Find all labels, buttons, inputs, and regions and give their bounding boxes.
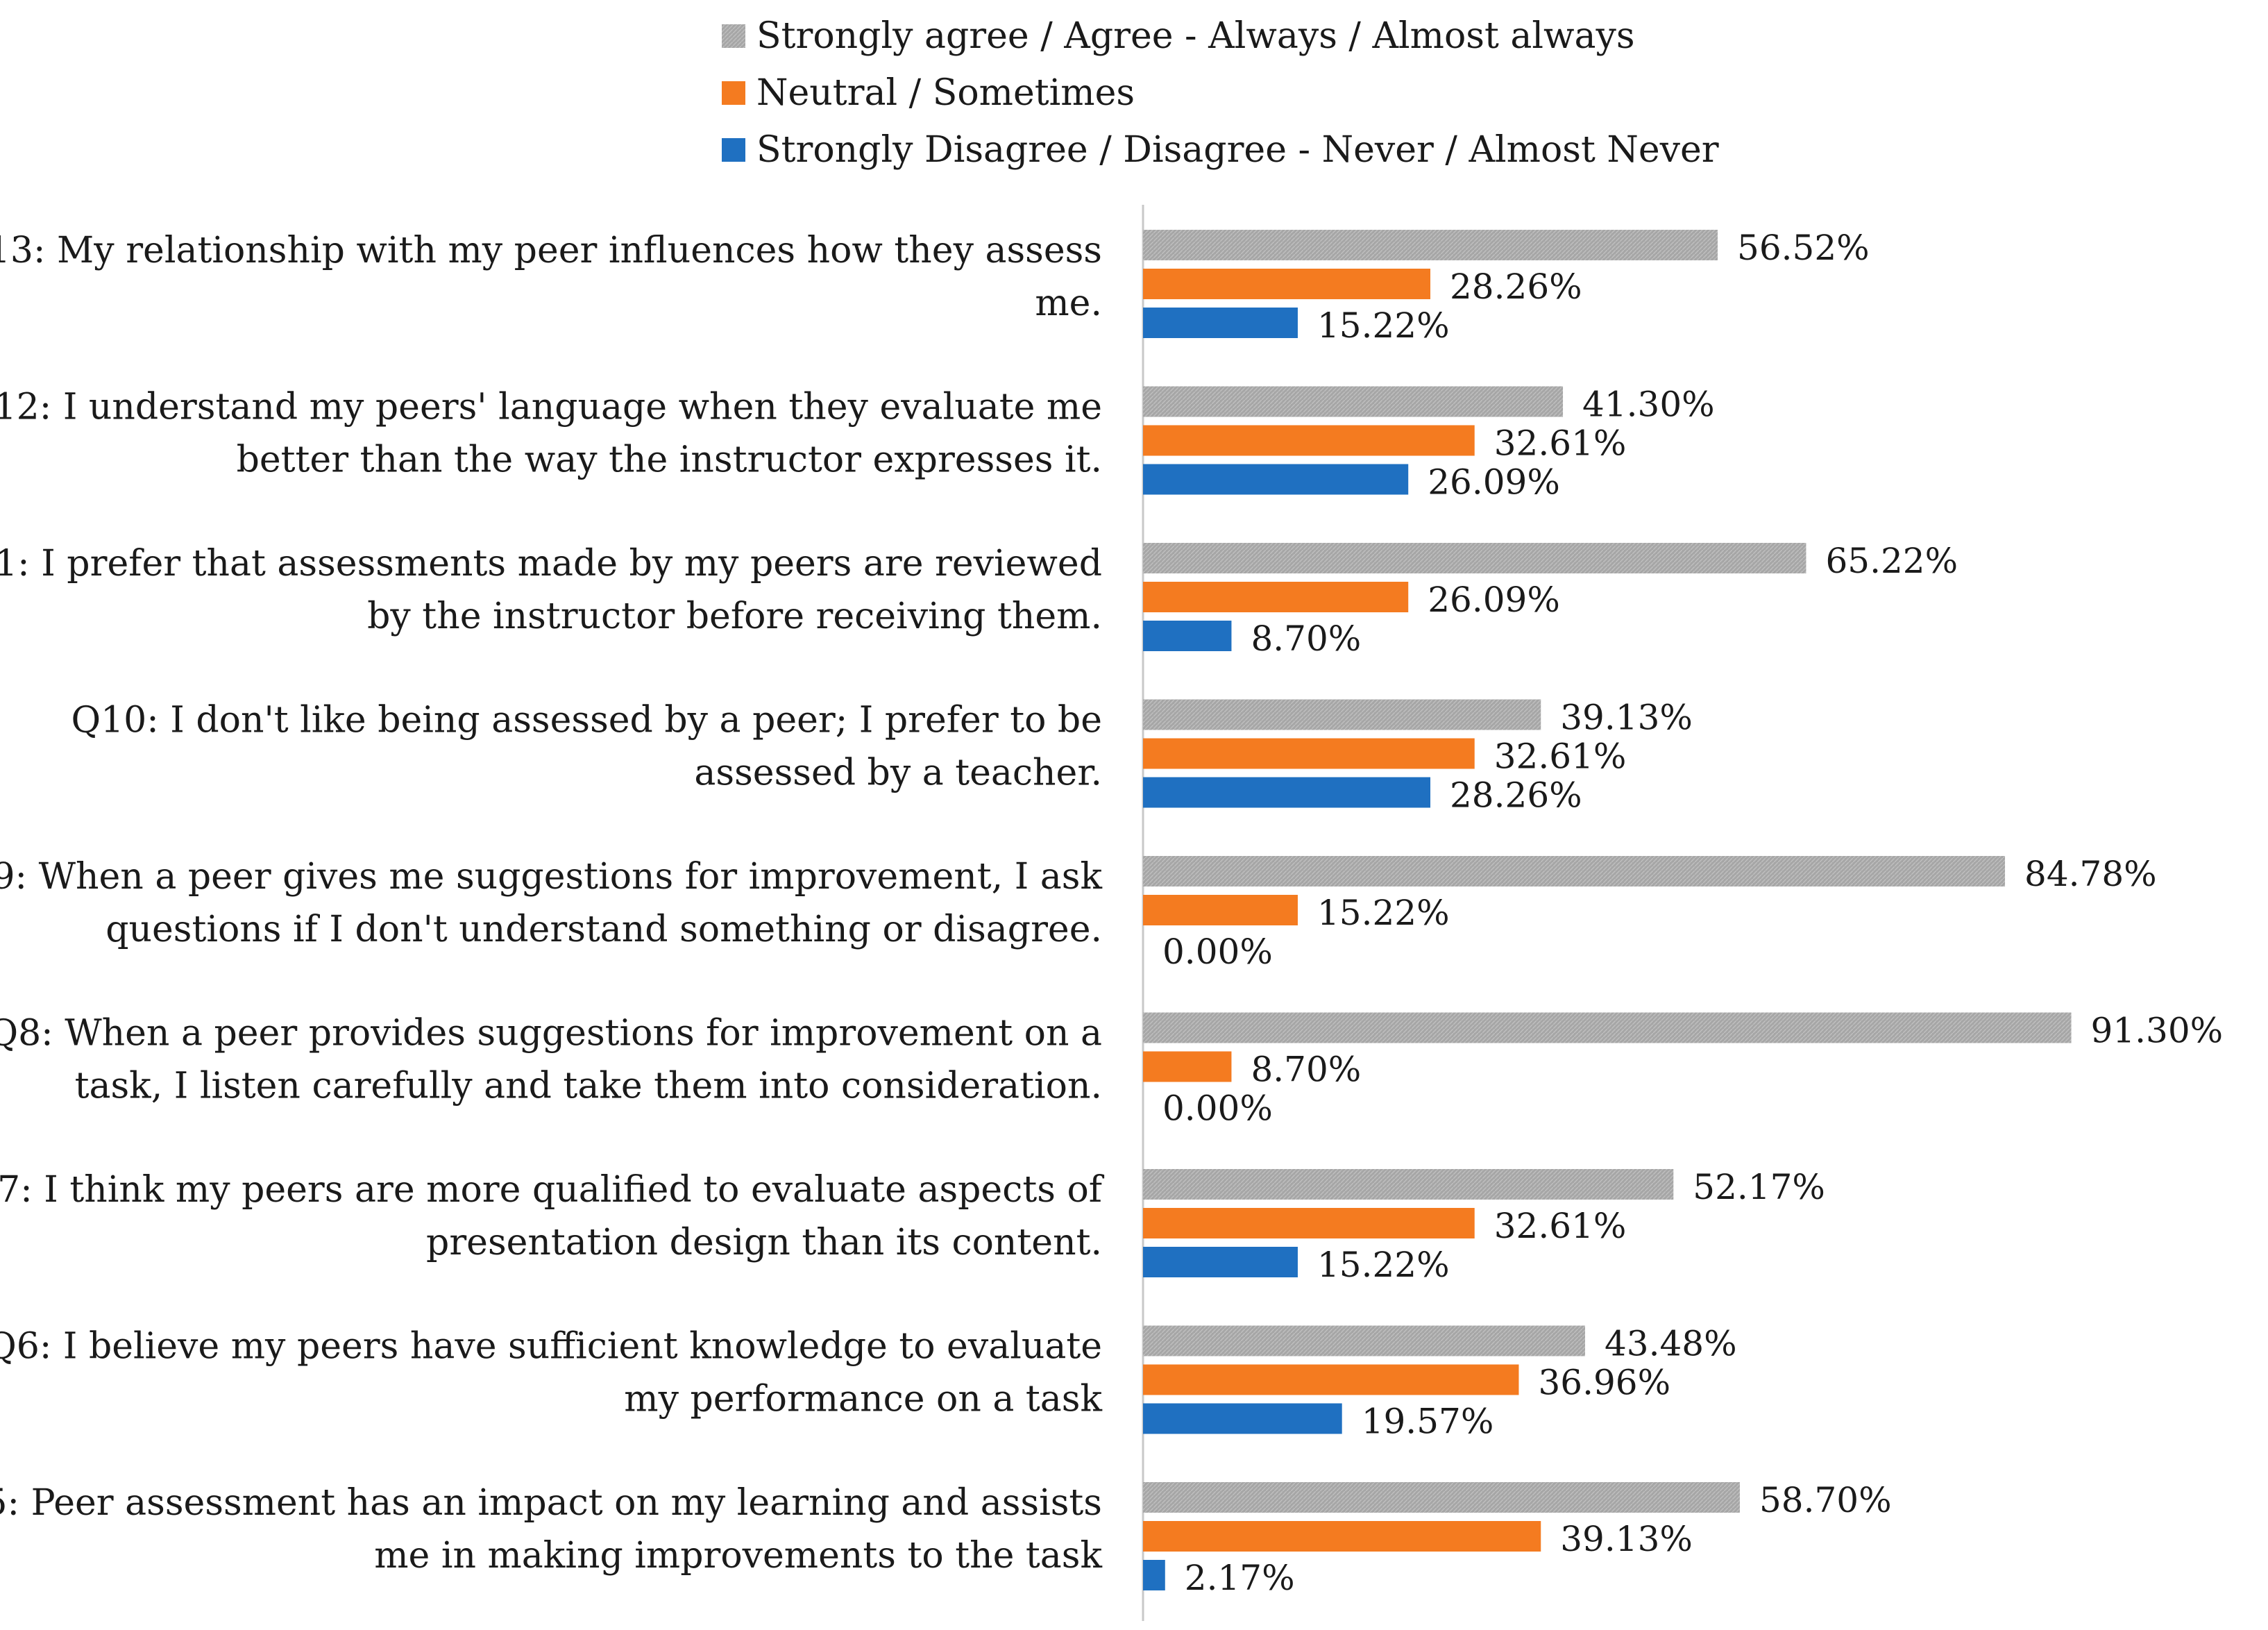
category-label-line: presentation design than its content. bbox=[426, 1222, 1102, 1263]
value-label-s1-q1: 56.52% bbox=[1737, 228, 1870, 268]
category-label-line: Q11: I prefer that assessments made by m… bbox=[0, 543, 1102, 585]
category-label-line: Q6: I believe my peers have sufficient k… bbox=[0, 1326, 1102, 1368]
category-label-line: my performance on a task bbox=[624, 1379, 1102, 1420]
value-label-s3-q4: 28.26% bbox=[1450, 775, 1582, 816]
category-label-1: Q13: My relationship with my peer influe… bbox=[0, 230, 1102, 324]
category-label-line: Q12: I understand my peers' language whe… bbox=[0, 387, 1102, 428]
bar-s1-q7 bbox=[1143, 1169, 1674, 1200]
value-label-s1-q3: 65.22% bbox=[1825, 541, 1958, 581]
bar-s3-q9 bbox=[1143, 1560, 1165, 1590]
legend-swatch-2 bbox=[722, 81, 745, 105]
bar-s1-q2 bbox=[1143, 386, 1564, 417]
bar-s1-q6 bbox=[1143, 1012, 2072, 1043]
category-label-line: assessed by a teacher. bbox=[694, 753, 1102, 794]
legend-label-2: Neutral / Sometimes bbox=[756, 72, 1135, 114]
bar-s3-q7 bbox=[1143, 1247, 1298, 1277]
category-label-line: Q9: When a peer gives me suggestions for… bbox=[0, 856, 1102, 898]
legend-label-3: Strongly Disagree / Disagree - Never / A… bbox=[756, 129, 1719, 171]
category-label-5: Q9: When a peer gives me suggestions for… bbox=[0, 856, 1102, 950]
value-label-s1-q2: 41.30% bbox=[1582, 385, 1715, 425]
bar-s3-q8 bbox=[1143, 1403, 1342, 1434]
category-label-line: Q5: Peer assessment has an impact on my … bbox=[0, 1482, 1102, 1524]
category-label-line: Q8: When a peer provides suggestions for… bbox=[0, 1013, 1102, 1055]
value-label-s2-q8: 36.96% bbox=[1538, 1363, 1670, 1403]
value-label-s3-q5: 0.00% bbox=[1162, 932, 1273, 972]
category-label-line: by the instructor before receiving them. bbox=[367, 596, 1102, 637]
value-label-s2-q1: 28.26% bbox=[1450, 267, 1582, 307]
bar-s3-q2 bbox=[1143, 464, 1409, 495]
category-label-6: Q8: When a peer provides suggestions for… bbox=[0, 1013, 1102, 1107]
value-label-s3-q2: 26.09% bbox=[1428, 462, 1560, 503]
category-label-line: Q10: I don't like being assessed by a pe… bbox=[71, 700, 1102, 741]
category-label-line: better than the way the instructor expre… bbox=[237, 439, 1102, 481]
bar-s1-q9 bbox=[1143, 1482, 1740, 1513]
value-label-s2-q5: 15.22% bbox=[1317, 893, 1450, 933]
value-label-s2-q9: 39.13% bbox=[1560, 1519, 1693, 1559]
value-label-s1-q5: 84.78% bbox=[2024, 854, 2157, 894]
bar-s1-q4 bbox=[1143, 699, 1541, 730]
bar-s1-q5 bbox=[1143, 856, 2006, 887]
bar-s2-q1 bbox=[1143, 269, 1431, 299]
value-label-s3-q9: 2.17% bbox=[1185, 1558, 1295, 1598]
category-label-3: Q11: I prefer that assessments made by m… bbox=[0, 543, 1102, 637]
category-label-line: questions if I don't understand somethin… bbox=[105, 909, 1102, 950]
bar-s3-q3 bbox=[1143, 621, 1232, 651]
value-label-s3-q8: 19.57% bbox=[1362, 1402, 1494, 1442]
value-label-s1-q8: 43.48% bbox=[1605, 1324, 1737, 1364]
value-label-s2-q4: 32.61% bbox=[1494, 737, 1627, 777]
legend-label-1: Strongly agree / Agree - Always / Almost… bbox=[756, 15, 1635, 57]
bar-s2-q3 bbox=[1143, 582, 1409, 612]
bar-s2-q2 bbox=[1143, 425, 1475, 456]
value-label-s1-q9: 58.70% bbox=[1759, 1480, 1892, 1520]
category-label-line: me. bbox=[1035, 283, 1102, 324]
bar-s2-q9 bbox=[1143, 1521, 1541, 1552]
value-label-s1-q6: 91.30% bbox=[2091, 1011, 2224, 1051]
category-label-line: Q13: My relationship with my peer influe… bbox=[0, 230, 1102, 271]
value-label-s2-q7: 32.61% bbox=[1494, 1206, 1627, 1246]
legend-swatch-1 bbox=[722, 24, 745, 48]
category-label-2: Q12: I understand my peers' language whe… bbox=[0, 387, 1102, 481]
category-label-9: Q5: Peer assessment has an impact on my … bbox=[0, 1482, 1102, 1577]
bar-s2-q6 bbox=[1143, 1051, 1232, 1082]
category-labels: Q13: My relationship with my peer influe… bbox=[0, 230, 1105, 1577]
legend-swatch-3 bbox=[722, 138, 745, 162]
category-label-8: Q6: I believe my peers have sufficient k… bbox=[0, 1326, 1102, 1420]
value-label-s2-q6: 8.70% bbox=[1251, 1050, 1361, 1090]
category-label-line: me in making improvements to the task bbox=[374, 1535, 1102, 1577]
bar-s1-q1 bbox=[1143, 230, 1718, 260]
bar-s1-q8 bbox=[1143, 1325, 1585, 1356]
value-label-s1-q4: 39.13% bbox=[1560, 698, 1693, 738]
value-label-s2-q3: 26.09% bbox=[1428, 580, 1560, 620]
value-label-s3-q7: 15.22% bbox=[1317, 1245, 1450, 1285]
bar-s3-q4 bbox=[1143, 777, 1431, 808]
legend: Strongly agree / Agree - Always / Almost… bbox=[722, 15, 1719, 171]
bar-s2-q4 bbox=[1143, 738, 1475, 769]
value-label-s1-q7: 52.17% bbox=[1693, 1167, 1825, 1207]
value-label-s2-q2: 32.61% bbox=[1494, 423, 1627, 464]
value-labels: 56.52% 41.30% 65.22% 39.13% 84.78% 91.30% 52.1… bbox=[1162, 228, 2223, 1598]
value-label-s3-q1: 15.22% bbox=[1317, 305, 1450, 346]
category-label-4: Q10: I don't like being assessed by a pe… bbox=[71, 700, 1102, 794]
bar-s3-q1 bbox=[1143, 308, 1298, 338]
category-label-line: Q7: I think my peers are more qualified … bbox=[0, 1169, 1105, 1211]
bars bbox=[1143, 230, 2072, 1590]
bar-s2-q5 bbox=[1143, 895, 1298, 925]
bar-s1-q3 bbox=[1143, 543, 1806, 573]
category-label-7: Q7: I think my peers are more qualified … bbox=[0, 1169, 1105, 1263]
category-label-line: task, I listen carefully and take them i… bbox=[75, 1066, 1102, 1107]
bar-s2-q7 bbox=[1143, 1208, 1475, 1238]
bar-s2-q8 bbox=[1143, 1364, 1519, 1395]
value-label-s3-q3: 8.70% bbox=[1251, 619, 1361, 659]
value-label-s3-q6: 0.00% bbox=[1162, 1089, 1273, 1129]
